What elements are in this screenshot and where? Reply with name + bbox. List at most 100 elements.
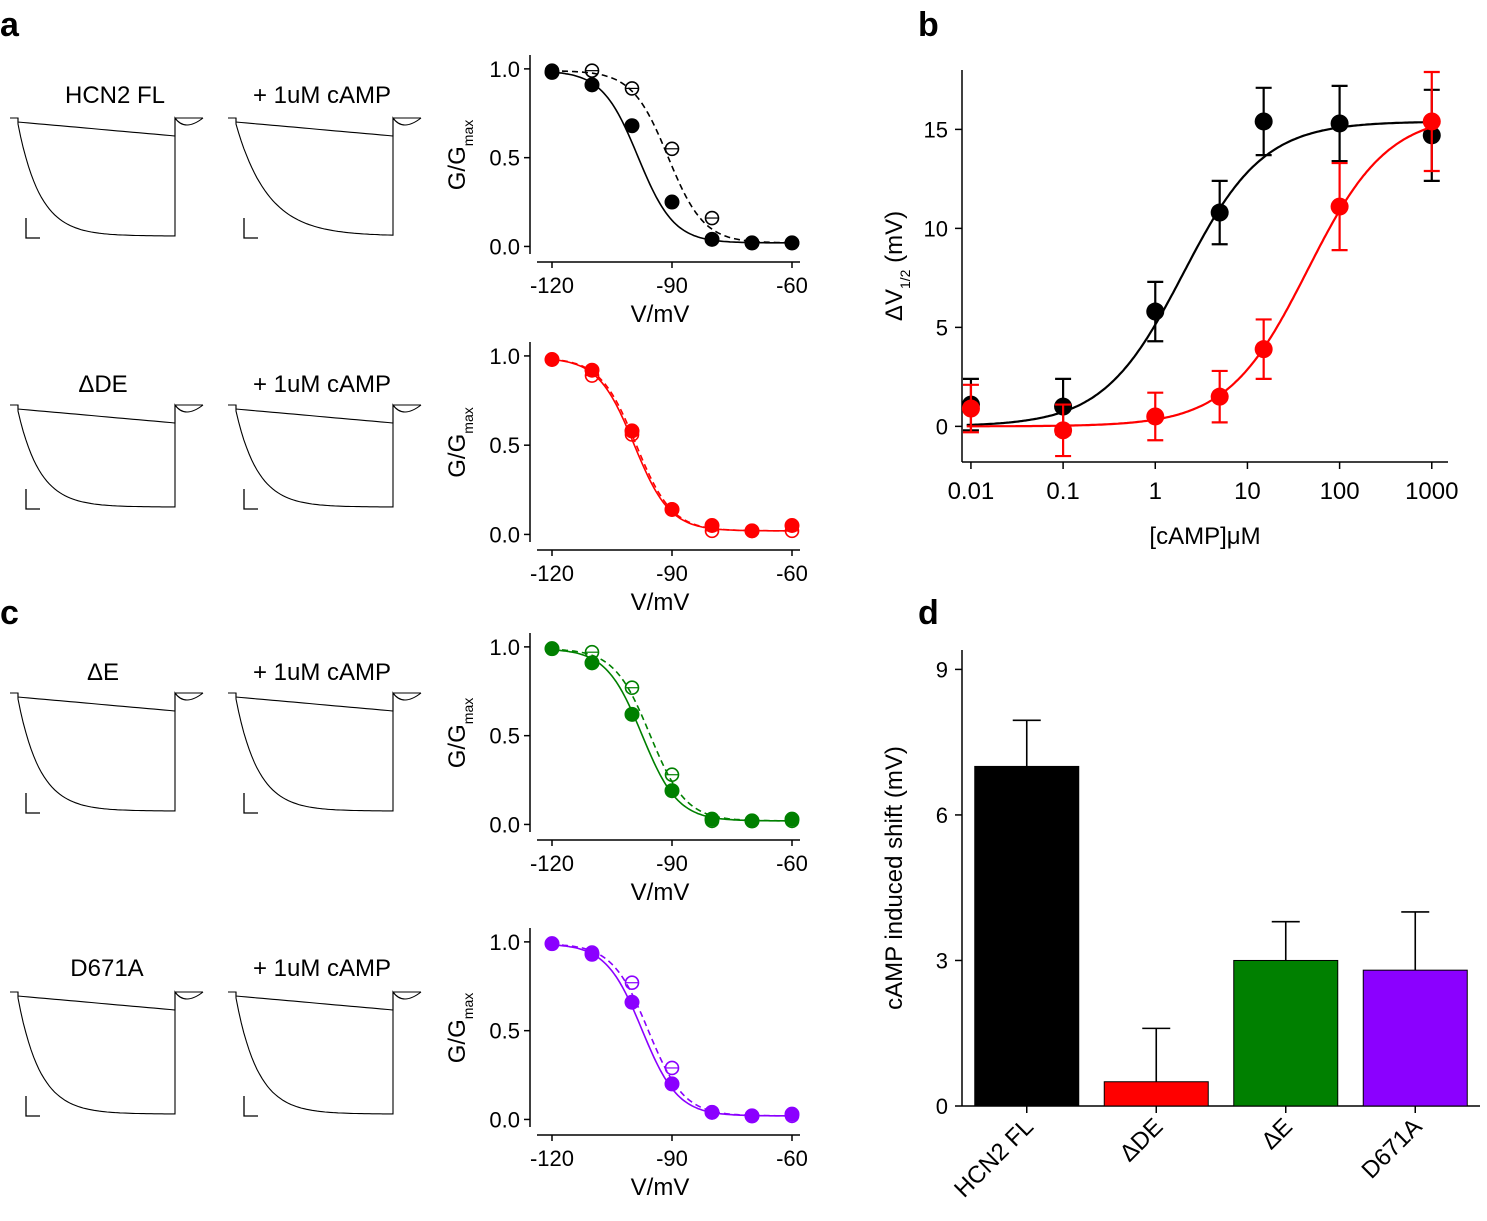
fit-curve-open — [551, 358, 792, 532]
y-tick-label: 0 — [936, 1094, 948, 1119]
x-tick-label: -120 — [530, 851, 574, 876]
category-label: D671A — [1357, 1113, 1428, 1184]
y-axis-label: G/Gmax — [444, 993, 476, 1063]
y-tick-label: 1.0 — [489, 344, 520, 369]
x-axis-label: [cAMP]μM — [1149, 523, 1260, 550]
trace-hcn2 — [10, 116, 204, 239]
trace-title-de-camp: + 1uM cAMP — [253, 659, 391, 686]
data-point-control — [784, 518, 800, 534]
trace-title-hcn2-camp: + 1uM cAMP — [253, 82, 391, 109]
scale-bar — [243, 489, 258, 510]
y-tick-label: 1.0 — [489, 930, 520, 955]
y-tick-label: 0.0 — [489, 522, 520, 547]
y-axis-label: ΔV1/2 (mV) — [881, 211, 913, 321]
x-tick-label: -90 — [656, 273, 688, 298]
y-tick-label: 0.5 — [489, 433, 520, 458]
y-tick-label: 0.0 — [489, 1107, 520, 1132]
x-tick-label: -60 — [776, 561, 808, 586]
y-tick-label: 1.0 — [489, 635, 520, 660]
x-axis-label: V/mV — [631, 301, 690, 328]
trace-title-d671a-camp: + 1uM cAMP — [253, 955, 391, 982]
category-label: ΔDE — [1114, 1113, 1168, 1167]
trace-large-current — [10, 117, 203, 237]
trace-large-current — [228, 692, 421, 812]
current-traces — [10, 116, 422, 1117]
scale-bar — [25, 218, 40, 239]
data-point-control — [664, 1076, 680, 1092]
y-tick-label: 6 — [936, 803, 948, 828]
x-tick-label: -90 — [656, 851, 688, 876]
x-tick-label: 1 — [1149, 478, 1162, 505]
x-tick-label: 1000 — [1405, 478, 1458, 505]
y-axis-label-sub: 1/2 — [897, 269, 913, 289]
trace-small-current — [17, 403, 204, 424]
trace-small-current — [235, 691, 422, 712]
trace-hcn2-camp — [228, 116, 422, 239]
data-point-control — [624, 706, 640, 722]
x-tick-label: 0.1 — [1046, 478, 1079, 505]
y-tick-label: 0.5 — [489, 146, 520, 171]
y-tick-label: 9 — [936, 657, 948, 682]
fit-curve-filled — [551, 71, 792, 244]
y-axis-label: G/Gmax — [444, 120, 476, 190]
y-tick-label: 0.5 — [489, 724, 520, 749]
x-tick-label: -120 — [530, 273, 574, 298]
y-axis-label-unit: (mV) — [881, 211, 908, 270]
x-tick-label: -120 — [530, 1146, 574, 1171]
y-tick-label: 15 — [924, 117, 948, 142]
trace-d671a-camp — [228, 990, 422, 1117]
bar — [974, 765, 1080, 1107]
data-point — [1330, 197, 1349, 216]
trace-title-hcn2: HCN2 FL — [65, 82, 165, 109]
x-axis-label: V/mV — [631, 589, 690, 616]
fit-curve-open — [551, 943, 792, 1117]
y-axis-label-sub: max — [460, 993, 476, 1019]
trace-title-dde: ΔDE — [78, 371, 127, 398]
x-tick-label: 0.01 — [948, 478, 995, 505]
panel-label-a: a — [0, 6, 20, 44]
data-point — [1210, 387, 1229, 406]
trace-small-current — [235, 403, 422, 424]
gv-plot-gv_hcn2: 0.0 0.5 1.0 -120 -90 -60 V/mV G/Gmax — [444, 55, 808, 328]
trace-small-current — [235, 990, 422, 1011]
category-label: ΔE — [1256, 1113, 1298, 1155]
x-tick-label: -60 — [776, 273, 808, 298]
trace-large-current — [10, 692, 203, 812]
scale-bar — [243, 1096, 258, 1117]
gv-plot-gv_dde: 0.0 0.5 1.0 -120 -90 -60 V/mV G/Gmax — [444, 342, 808, 616]
y-tick-label: 0.0 — [489, 234, 520, 259]
trace-large-current — [228, 404, 421, 508]
x-tick-label: 10 — [1234, 478, 1261, 505]
data-point — [1146, 302, 1165, 321]
trace-large-current — [10, 991, 203, 1115]
y-tick-label: 5 — [936, 315, 948, 340]
bar — [1233, 959, 1339, 1107]
y-axis-label-sub: max — [460, 407, 476, 433]
y-axis-label-main: G/G — [444, 724, 471, 768]
y-axis-label-main: G/G — [444, 434, 471, 478]
trace-title-de: ΔE — [87, 659, 119, 686]
gv-plot-gv_de: 0.0 0.5 1.0 -120 -90 -60 V/mV G/Gmax — [444, 633, 808, 906]
dose-response-plot: 0 5 10 15 0.01 0.1 1 10 100 1000 [cAMP]μM ΔV1/2 (mV… — [881, 70, 1458, 550]
data-point-control — [584, 77, 600, 93]
y-axis-label-sub: max — [460, 698, 476, 724]
y-axis-label: G/Gmax — [444, 698, 476, 768]
x-tick-label: -60 — [776, 1146, 808, 1171]
data-point — [1146, 407, 1165, 426]
x-tick-label: 100 — [1320, 478, 1360, 505]
data-point-control — [584, 362, 600, 378]
data-point-control — [704, 231, 720, 247]
y-axis-label: G/Gmax — [444, 407, 476, 477]
shift-bar-chart: 0 3 6 9 cAMP induced shift (mV) HCN2 FL ΔDE ΔE D… — [881, 650, 1480, 1203]
data-point — [1054, 421, 1073, 440]
trace-small-current — [17, 691, 204, 712]
x-axis-label: V/mV — [631, 1174, 690, 1201]
y-tick-label: 0.5 — [489, 1019, 520, 1044]
gv-plots: 0.00.51.0-120 -90 -60V/mVG/Gmax0.00.51.0-1… — [444, 55, 808, 1201]
panel-label-b: b — [918, 6, 939, 44]
trace-small-current — [235, 116, 422, 137]
x-tick-label: -90 — [656, 1146, 688, 1171]
category-label: HCN2 FL — [949, 1113, 1039, 1203]
trace-de-camp — [228, 691, 422, 814]
